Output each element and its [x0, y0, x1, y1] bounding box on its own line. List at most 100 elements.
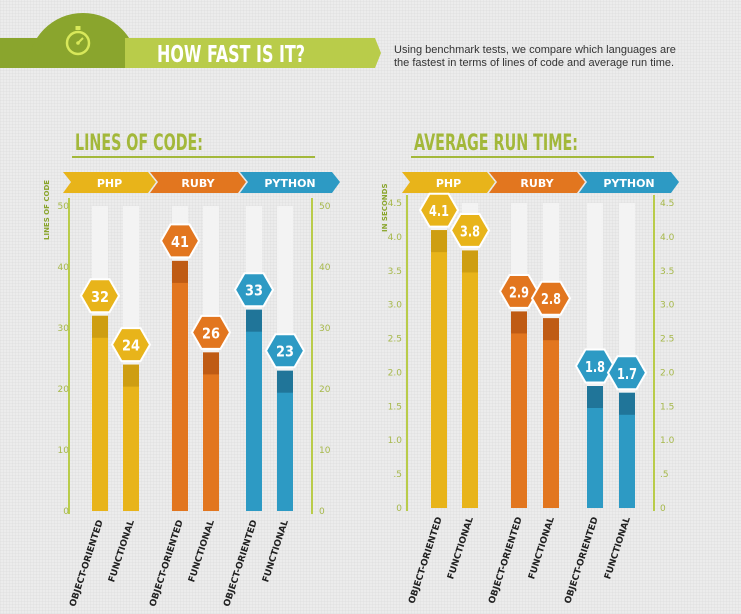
ribbon-python: [240, 172, 340, 193]
ribbon-ruby: [489, 172, 585, 193]
bar-cap: [431, 230, 447, 253]
header-arc: [28, 13, 138, 68]
value-hexagon: [233, 272, 275, 308]
y-tick-left: 1.0: [388, 436, 403, 446]
data-label: 4.1: [429, 202, 449, 220]
data-label: 2.8: [541, 290, 561, 308]
bar: [462, 250, 478, 508]
lines-of-code-chart: LINES OF CODE: PHP RUBY PYTHON LINES OF CODE…: [43, 131, 340, 608]
data-label: 1.7: [617, 365, 637, 383]
ribbon-php: [63, 172, 156, 193]
y-tick-right: 50: [319, 202, 331, 212]
y-tick-left: 3.0: [388, 301, 403, 311]
bar: [431, 230, 447, 508]
x-tick-label: FUNCTIONAL: [446, 516, 476, 581]
chart-title: AVERAGE RUN TIME:: [414, 131, 578, 156]
x-tick-label: FUNCTIONAL: [107, 519, 137, 584]
x-tick-label: OBJECT-ORIENTED: [407, 516, 444, 605]
data-label: 23: [276, 343, 294, 361]
bar: [277, 370, 293, 511]
y-tick-right: 2.0: [660, 368, 675, 378]
x-tick-label: OBJECT-ORIENTED: [563, 516, 600, 605]
x-tick-label: OBJECT-ORIENTED: [68, 519, 105, 608]
y-tick-right: 4.5: [660, 199, 674, 209]
y-tick-right: 0: [660, 504, 666, 514]
x-tick-label: FUNCTIONAL: [527, 516, 557, 581]
bar-cap: [543, 318, 559, 341]
y-tick-left: 4.5: [388, 199, 402, 209]
y-axis-title: IN SECONDS: [381, 183, 389, 232]
x-tick-label: OBJECT-ORIENTED: [148, 519, 185, 608]
chart-title: LINES OF CODE:: [75, 131, 203, 156]
data-label: 41: [171, 233, 189, 251]
bar: [619, 392, 635, 508]
y-tick-right: 40: [319, 263, 331, 273]
ribbon-php: [402, 172, 495, 193]
bar-cap: [619, 392, 635, 415]
y-tick-left: 3.5: [388, 267, 402, 277]
bar-cap: [92, 315, 108, 338]
y-tick-right: 1.0: [660, 436, 675, 446]
y-tick-left: 2.0: [388, 368, 403, 378]
ribbon-label-php: PHP: [97, 177, 122, 190]
data-label: 2.9: [509, 283, 529, 301]
bar: [123, 364, 139, 511]
value-hexagon: [418, 192, 460, 228]
value-hexagon: [110, 327, 152, 363]
ribbon-label-ruby: RUBY: [520, 177, 554, 190]
ribbon-label-python: PYTHON: [603, 177, 654, 190]
ribbon-python: [579, 172, 679, 193]
stopwatch-icon: [65, 26, 91, 56]
value-hexagon: [264, 333, 306, 369]
bar-cap: [246, 309, 262, 332]
header-banner: HOW FAST IS IT?: [0, 13, 381, 68]
x-tick-label: FUNCTIONAL: [261, 519, 291, 584]
bar-cap: [123, 364, 139, 387]
value-hexagon: [574, 348, 616, 384]
value-hexagon: [530, 280, 572, 316]
y-tick-right: 30: [319, 324, 331, 334]
ribbon-label-ruby: RUBY: [181, 177, 215, 190]
x-tick-label: FUNCTIONAL: [603, 516, 633, 581]
bar: [543, 318, 559, 508]
bar: [246, 309, 262, 511]
y-tick-left: 10: [58, 446, 70, 456]
bar: [92, 315, 108, 511]
value-hexagon: [449, 213, 491, 248]
data-label: 1.8: [585, 358, 605, 376]
value-hexagon: [159, 223, 201, 259]
y-tick-left: 4.0: [388, 233, 403, 243]
y-tick-left: 2.5: [388, 335, 402, 345]
header-description: Using benchmark tests, we compare which …: [394, 44, 676, 69]
bar: [511, 311, 527, 508]
page-title: HOW FAST IS IT?: [157, 42, 305, 68]
y-tick-right: .5: [660, 470, 669, 480]
bar: [587, 386, 603, 508]
bar: [172, 260, 188, 511]
y-axis-title: LINES OF CODE: [43, 180, 51, 240]
y-tick-right: 10: [319, 446, 331, 456]
bar: [203, 352, 219, 511]
bar-cap: [277, 370, 293, 393]
y-tick-right: 0: [319, 507, 325, 517]
y-tick-left: 50: [58, 202, 70, 212]
value-hexagon: [190, 314, 232, 350]
header-title-ribbon: [125, 38, 381, 68]
bar-cap: [203, 352, 219, 375]
value-hexagon: [606, 355, 648, 391]
ribbon-label-python: PYTHON: [264, 177, 315, 190]
y-tick-left: 20: [58, 385, 70, 395]
y-tick-right: 3.5: [660, 267, 674, 277]
value-hexagon: [498, 274, 540, 309]
ribbon-ruby: [150, 172, 246, 193]
y-tick-right: 1.5: [660, 402, 674, 412]
y-tick-right: 3.0: [660, 301, 675, 311]
average-run-time-chart: AVERAGE RUN TIME: PHP RUBY PYTHON IN SECONDS…: [381, 131, 679, 605]
y-tick-right: 4.0: [660, 233, 675, 243]
data-label: 26: [202, 324, 220, 342]
y-tick-right: 2.5: [660, 335, 674, 345]
bar-cap: [511, 311, 527, 334]
data-label: 3.8: [460, 222, 480, 240]
y-tick-left: 1.5: [388, 402, 402, 412]
